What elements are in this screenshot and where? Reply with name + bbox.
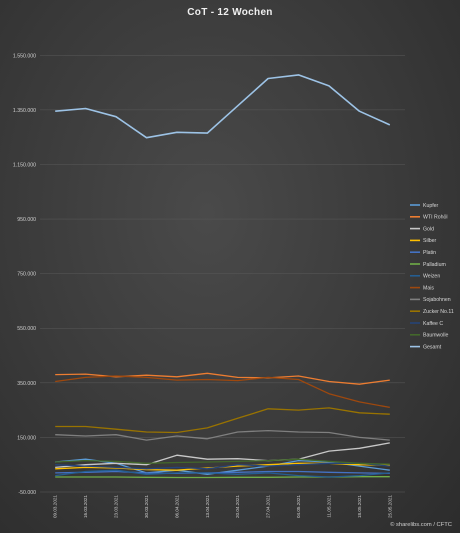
series-lines: [55, 74, 391, 479]
x-tick-label: 04.05.2021: [296, 495, 301, 518]
series-line-zucker-no-11: [55, 407, 390, 434]
legend-label-palladium: Palladium: [423, 262, 446, 268]
y-tick-label: -50.000: [18, 490, 36, 496]
gridlines: [40, 55, 405, 493]
y-tick-label: 750.000: [17, 272, 36, 278]
series-line-kaffee-c: [55, 462, 390, 470]
x-tick-label: 13.04.2021: [205, 495, 210, 518]
legend-label-platin: Platin: [423, 250, 436, 256]
legend-label-zucker-no-11: Zucker No.11: [423, 309, 454, 315]
legend-label-gold: Gold: [423, 226, 434, 232]
y-tick-label: 550.000: [17, 326, 36, 332]
y-tick-label: 950.000: [17, 217, 36, 223]
legend-label-mais: Mais: [423, 285, 434, 291]
y-tick-label: 350.000: [17, 381, 36, 387]
x-tick-label: 23.03.2021: [114, 495, 119, 518]
legend-label-silber: Silber: [423, 238, 437, 244]
legend-label-kupfer: Kupfer: [423, 203, 439, 209]
y-tick-label: 1.550.000: [13, 53, 36, 59]
legend-label-kaffee-c: Kaffee C: [423, 321, 443, 327]
x-axis: 09.03.2021 16.03.2021 23.03.2021 30.03.2021…: [53, 495, 393, 518]
x-tick-label: 18.05.2021: [357, 495, 362, 518]
series-line-wti-roh-l: [55, 372, 390, 385]
legend-label-sojabohnen: Sojabohnen: [423, 297, 451, 303]
x-tick-label: 20.04.2021: [235, 495, 240, 518]
y-tick-label: 1.350.000: [13, 108, 36, 114]
series-line-baumwolle: [55, 458, 390, 465]
x-tick-label: 27.04.2021: [266, 495, 271, 518]
x-tick-label: 25.05.2021: [387, 495, 392, 518]
series-line-platin: [55, 470, 390, 475]
x-tick-label: 06.04.2021: [174, 495, 179, 518]
series-line-gold: [55, 442, 390, 469]
series-line-sojabohnen: [55, 429, 390, 441]
series-line-mais: [55, 375, 390, 409]
legend: Kupfer WTI Rohöl Gold Silber Platin Palladium…: [410, 203, 454, 350]
y-tick-label: 1.150.000: [13, 162, 36, 168]
x-tick-label: 30.03.2021: [144, 495, 149, 518]
legend-label-baumwolle: Baumwolle: [423, 333, 448, 339]
y-tick-label: 150.000: [17, 435, 36, 441]
chart-title: CoT - 12 Wochen: [187, 7, 272, 18]
y-axis: -50.000 150.000 350.000 550.000 750.000 950.0…: [13, 53, 36, 496]
x-tick-label: 11.05.2021: [326, 495, 331, 518]
legend-label-gesamt: Gesamt: [423, 344, 442, 350]
series-line-gesamt: [55, 74, 391, 139]
x-tick-label: 09.03.2021: [53, 495, 58, 518]
legend-label-weizen: Weizen: [423, 274, 440, 280]
copyright-text: © sharelibs.com / CFTC: [390, 521, 452, 528]
legend-label-wti-roh-l: WTI Rohöl: [423, 215, 448, 221]
x-tick-label: 16.03.2021: [83, 495, 88, 518]
series-line-weizen: [55, 469, 390, 478]
